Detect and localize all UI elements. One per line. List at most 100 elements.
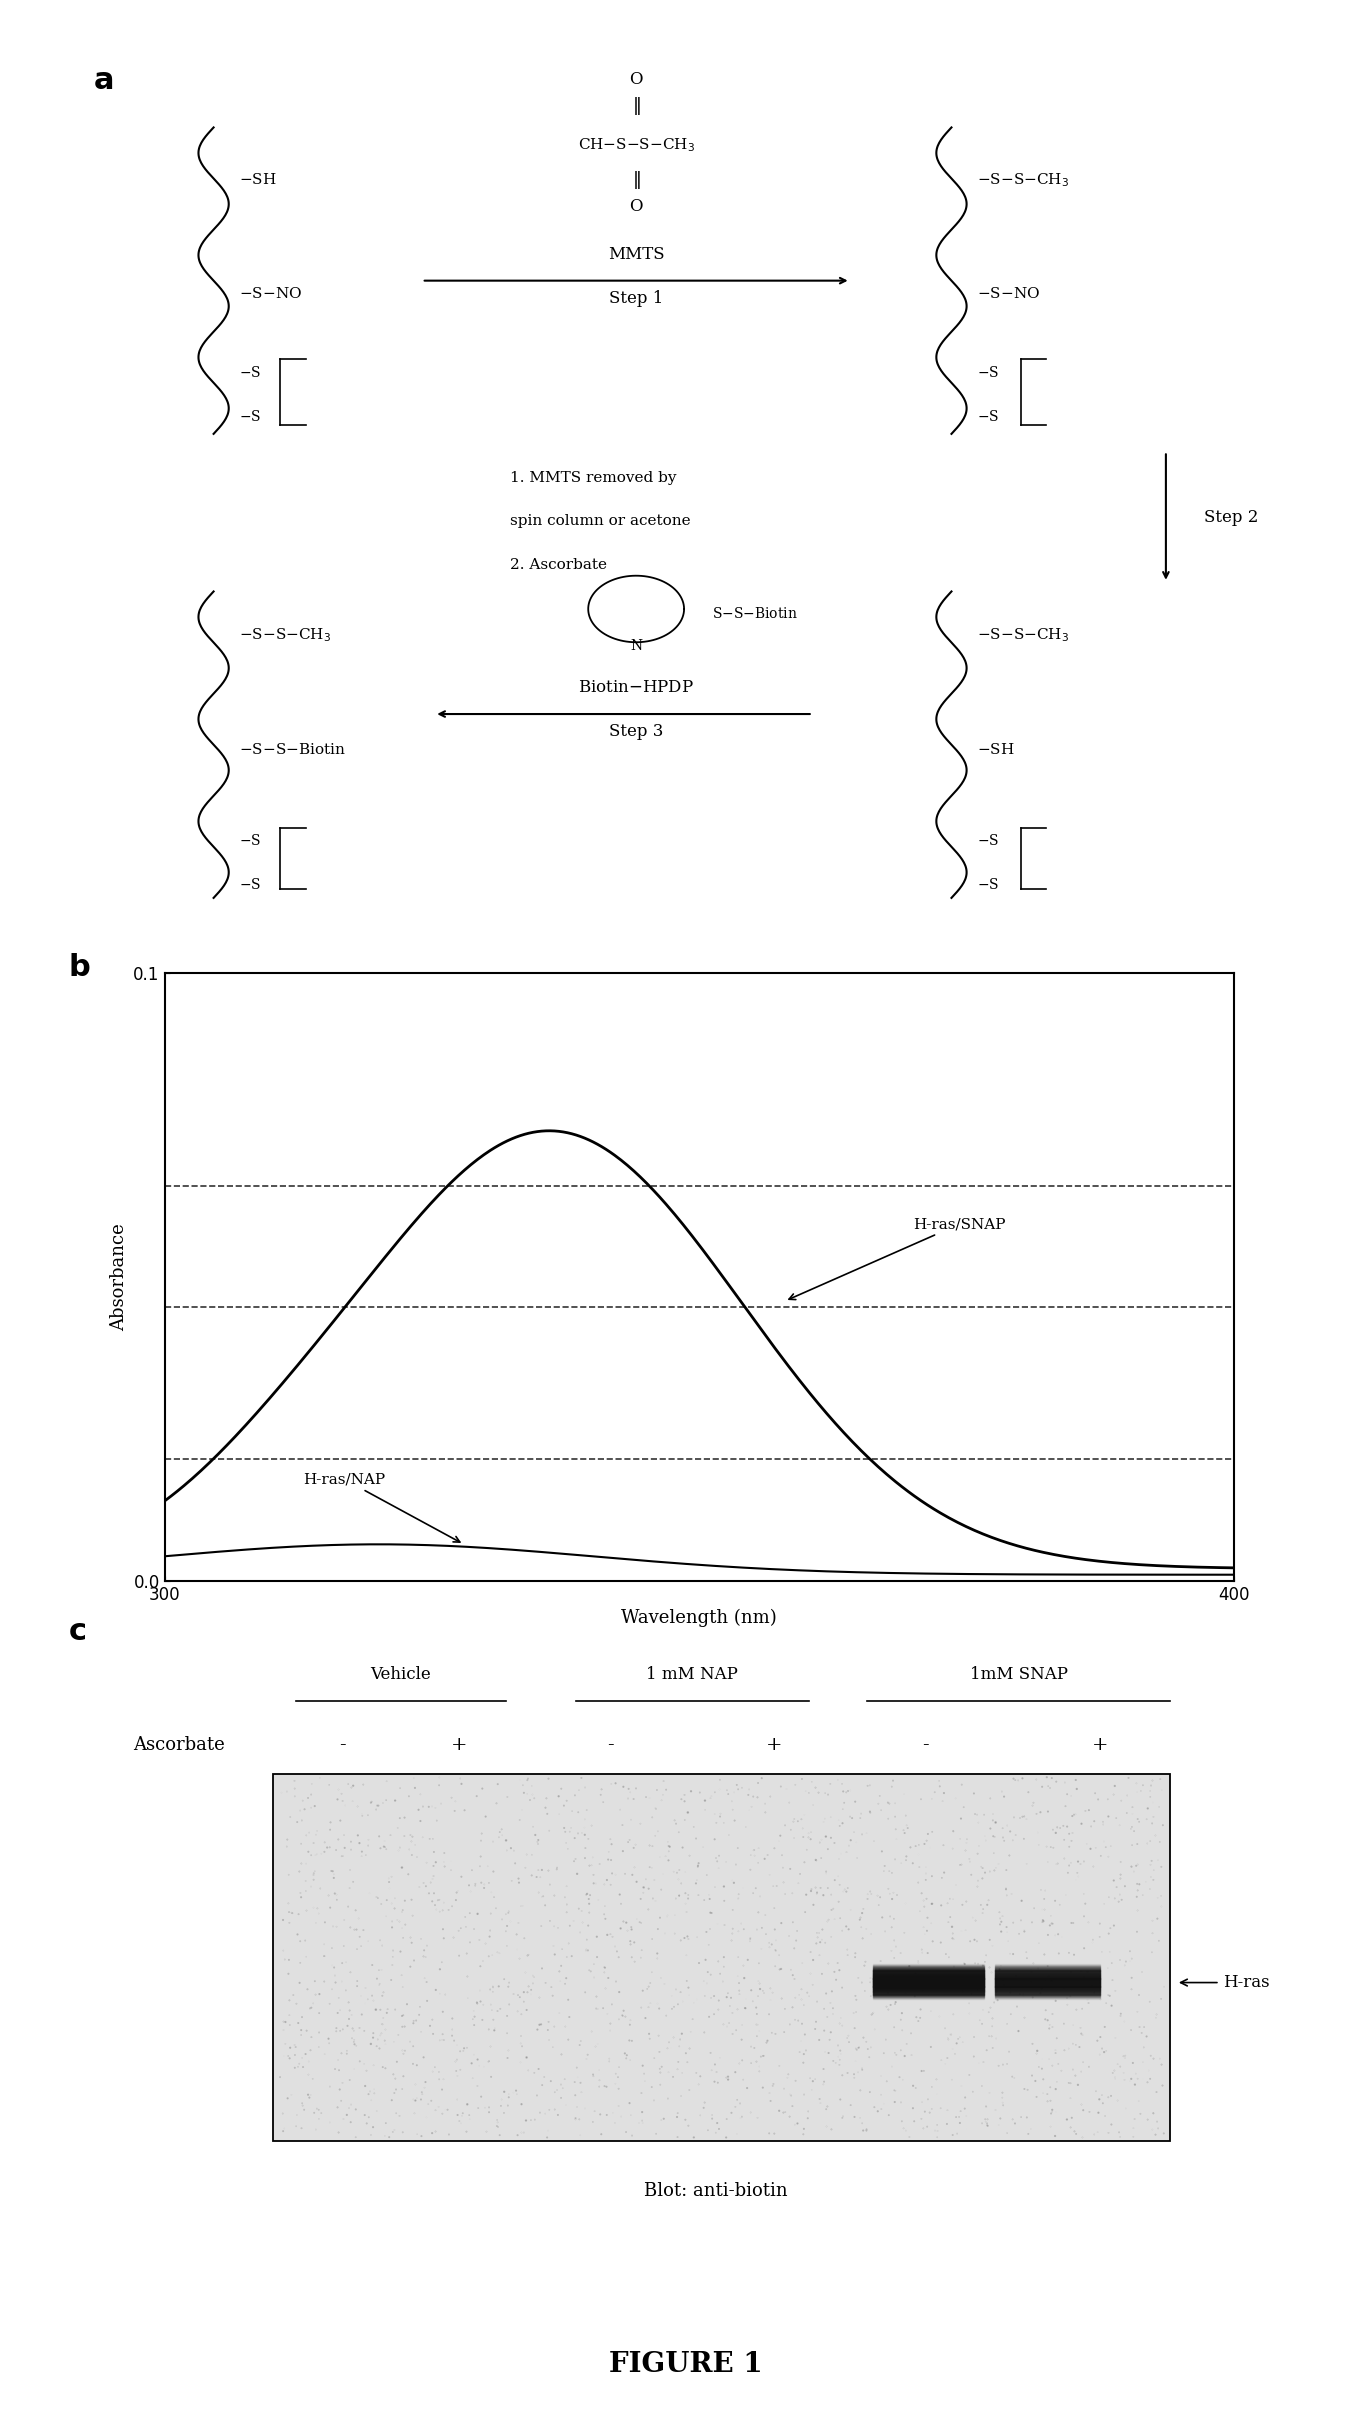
Point (1009, 1800, 1031, 1839)
Point (1069, 2009, 1091, 2048)
Point (324, 1948, 345, 1987)
Point (917, 1814, 939, 1853)
Point (648, 2050, 670, 2089)
Point (1080, 1965, 1102, 2004)
Point (367, 1950, 389, 1989)
Point (846, 1980, 868, 2019)
Point (805, 1924, 827, 1963)
Point (628, 2104, 650, 2143)
Point (1042, 2006, 1064, 2045)
Point (954, 1912, 976, 1950)
Point (498, 1985, 520, 2023)
Point (739, 1921, 761, 1960)
Point (828, 1882, 850, 1921)
Point (976, 2104, 998, 2143)
Point (440, 1841, 462, 1880)
Point (962, 2038, 984, 2077)
Point (361, 2023, 383, 2062)
Point (828, 2004, 850, 2043)
Point (595, 1970, 617, 2009)
Point (993, 2087, 1015, 2126)
Point (570, 2072, 592, 2111)
Point (389, 1768, 411, 1807)
Point (1108, 2113, 1130, 2152)
Point (576, 1921, 598, 1960)
Point (454, 1790, 476, 1829)
Point (473, 2048, 495, 2087)
Point (291, 1997, 313, 2036)
Point (616, 2036, 638, 2074)
Point (936, 2019, 958, 2057)
Point (592, 1783, 614, 1822)
Point (620, 1907, 642, 1946)
Point (749, 1878, 771, 1916)
Point (808, 1773, 829, 1812)
Point (727, 1958, 749, 1997)
Point (860, 1792, 882, 1831)
Point (1150, 1980, 1172, 2019)
Point (1098, 1977, 1120, 2016)
Point (669, 1851, 691, 1890)
Point (620, 2002, 642, 2040)
Point (440, 1778, 462, 1817)
Point (972, 1946, 994, 1985)
Point (1082, 1924, 1104, 1963)
Point (668, 1875, 690, 1914)
Point (743, 2028, 765, 2067)
Point (569, 2026, 591, 2065)
Point (650, 2065, 672, 2104)
Point (958, 1985, 980, 2023)
Point (857, 2031, 879, 2070)
Point (539, 1902, 561, 1941)
Point (779, 1783, 801, 1822)
Point (975, 1822, 997, 1860)
Point (333, 1817, 355, 1856)
Point (295, 1921, 317, 1960)
Point (927, 2111, 949, 2150)
Point (638, 2014, 659, 2053)
Point (1020, 2109, 1042, 2147)
Point (520, 1970, 542, 2009)
Point (447, 2079, 469, 2118)
Point (894, 1975, 916, 2014)
Point (410, 2116, 432, 2155)
Point (1038, 2040, 1060, 2079)
Point (768, 2092, 790, 2130)
Point (1120, 1958, 1142, 1997)
Point (809, 2079, 831, 2118)
Point (271, 2094, 293, 2133)
Text: $-$S: $-$S (976, 365, 999, 379)
Point (531, 1878, 553, 1916)
Point (1100, 1909, 1121, 1948)
Point (583, 1958, 605, 1997)
Point (420, 1863, 441, 1902)
Point (781, 1873, 803, 1912)
Point (899, 1829, 921, 1868)
Point (478, 2094, 500, 2133)
Point (967, 1860, 988, 1899)
Point (1020, 1953, 1042, 1992)
Point (713, 1907, 735, 1946)
Point (448, 1912, 470, 1950)
Point (1135, 1863, 1157, 1902)
Point (291, 2011, 313, 2050)
Point (658, 2053, 680, 2092)
Point (945, 2096, 967, 2135)
Point (339, 1992, 361, 2031)
Point (535, 2094, 557, 2133)
Point (569, 2062, 591, 2101)
Point (746, 2004, 768, 2043)
Point (446, 2040, 468, 2079)
Point (472, 2002, 494, 2040)
Point (728, 1880, 750, 1919)
Point (376, 1897, 398, 1936)
Point (1016, 1933, 1038, 1972)
Point (588, 1843, 610, 1882)
Point (945, 1778, 967, 1817)
Point (1109, 1997, 1131, 2036)
Point (679, 2070, 701, 2109)
Point (905, 1953, 927, 1992)
Point (618, 2084, 640, 2123)
Point (1002, 1758, 1024, 1797)
Point (491, 1817, 513, 1856)
